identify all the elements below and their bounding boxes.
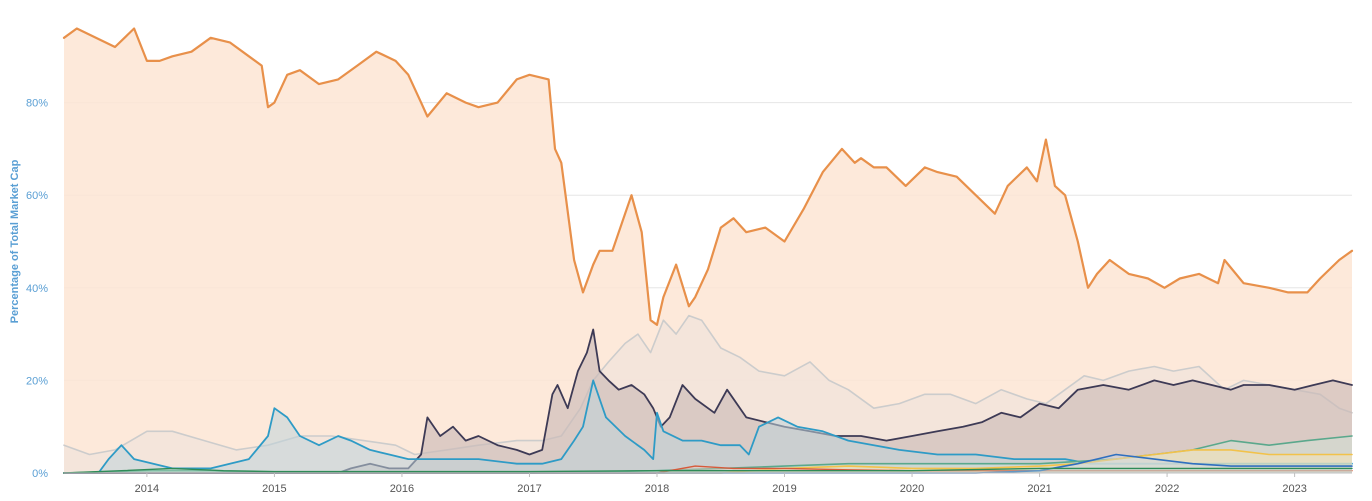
series-line-0 — [62, 27, 1354, 326]
y-tick-label: 80% — [26, 98, 48, 110]
series-line-2 — [63, 328, 1353, 474]
x-tick-label: 2020 — [900, 483, 924, 495]
series-line-6 — [63, 465, 1353, 474]
series-line-8 — [63, 467, 1353, 474]
x-tick-label: 2016 — [390, 483, 414, 495]
x-tick-label: 2019 — [772, 483, 796, 495]
series-area-2 — [64, 329, 1352, 473]
x-tick-label: 2015 — [262, 483, 286, 495]
series-line-3 — [63, 379, 1353, 474]
x-tick-label: 2014 — [135, 483, 159, 495]
series-area-0 — [64, 28, 1352, 473]
y-tick-label: 20% — [26, 375, 48, 387]
series-line-7 — [63, 453, 1353, 474]
x-tick-label: 2021 — [1027, 483, 1051, 495]
y-tick-label: 0% — [32, 468, 48, 480]
series-group — [62, 27, 1354, 474]
series-area-7 — [64, 454, 1352, 473]
x-tick-label: 2023 — [1282, 483, 1306, 495]
y-axis-label: Percentage of Total Market Cap — [9, 159, 21, 323]
x-tick-label: 2017 — [517, 483, 541, 495]
x-tick-label: 2018 — [645, 483, 669, 495]
y-tick-label: 60% — [26, 190, 48, 202]
axes: 0% 20% 40% 60% 80% 2014 2015 2016 2017 2018 2019 20… — [26, 98, 1352, 495]
x-tick-label: 2022 — [1155, 483, 1179, 495]
y-tick-label: 40% — [26, 283, 48, 295]
